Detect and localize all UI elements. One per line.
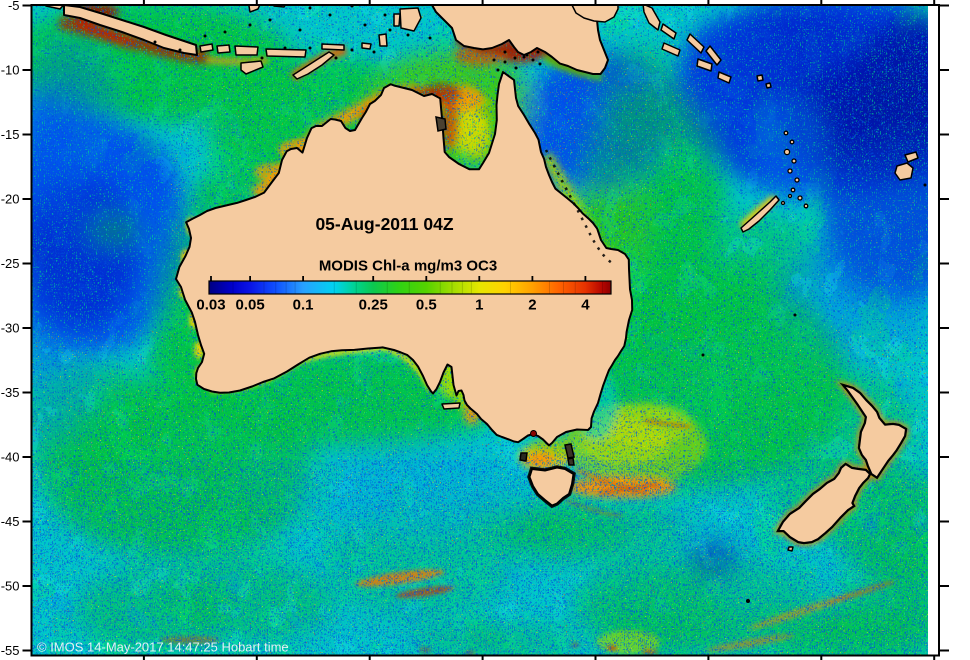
svg-text:0.1: 0.1 (293, 297, 314, 314)
svg-text:0.05: 0.05 (235, 297, 264, 314)
svg-text:-40: -40 (1, 450, 20, 465)
svg-text:-35: -35 (1, 385, 20, 400)
svg-text:-20: -20 (1, 192, 20, 207)
svg-text:05-Aug-2011 04Z: 05-Aug-2011 04Z (315, 214, 453, 234)
svg-text:© IMOS 14-May-2017 14:47:25 Ho: © IMOS 14-May-2017 14:47:25 Hobart time (37, 640, 289, 655)
svg-text:-10: -10 (1, 63, 20, 78)
svg-text:-45: -45 (1, 514, 20, 529)
svg-text:-30: -30 (1, 321, 20, 336)
svg-text:2: 2 (528, 297, 536, 314)
svg-text:0.25: 0.25 (359, 297, 388, 314)
svg-text:MODIS Chl-a mg/m3 OC3: MODIS Chl-a mg/m3 OC3 (319, 258, 497, 275)
svg-text:-5: -5 (8, 0, 20, 13)
svg-text:0.03: 0.03 (196, 297, 225, 314)
svg-text:-55: -55 (1, 643, 20, 658)
svg-text:-15: -15 (1, 127, 20, 142)
svg-text:0.5: 0.5 (416, 297, 437, 314)
svg-text:4: 4 (581, 297, 590, 314)
svg-text:-50: -50 (1, 579, 20, 594)
svg-text:1: 1 (475, 297, 483, 314)
svg-text:-25: -25 (1, 256, 20, 271)
